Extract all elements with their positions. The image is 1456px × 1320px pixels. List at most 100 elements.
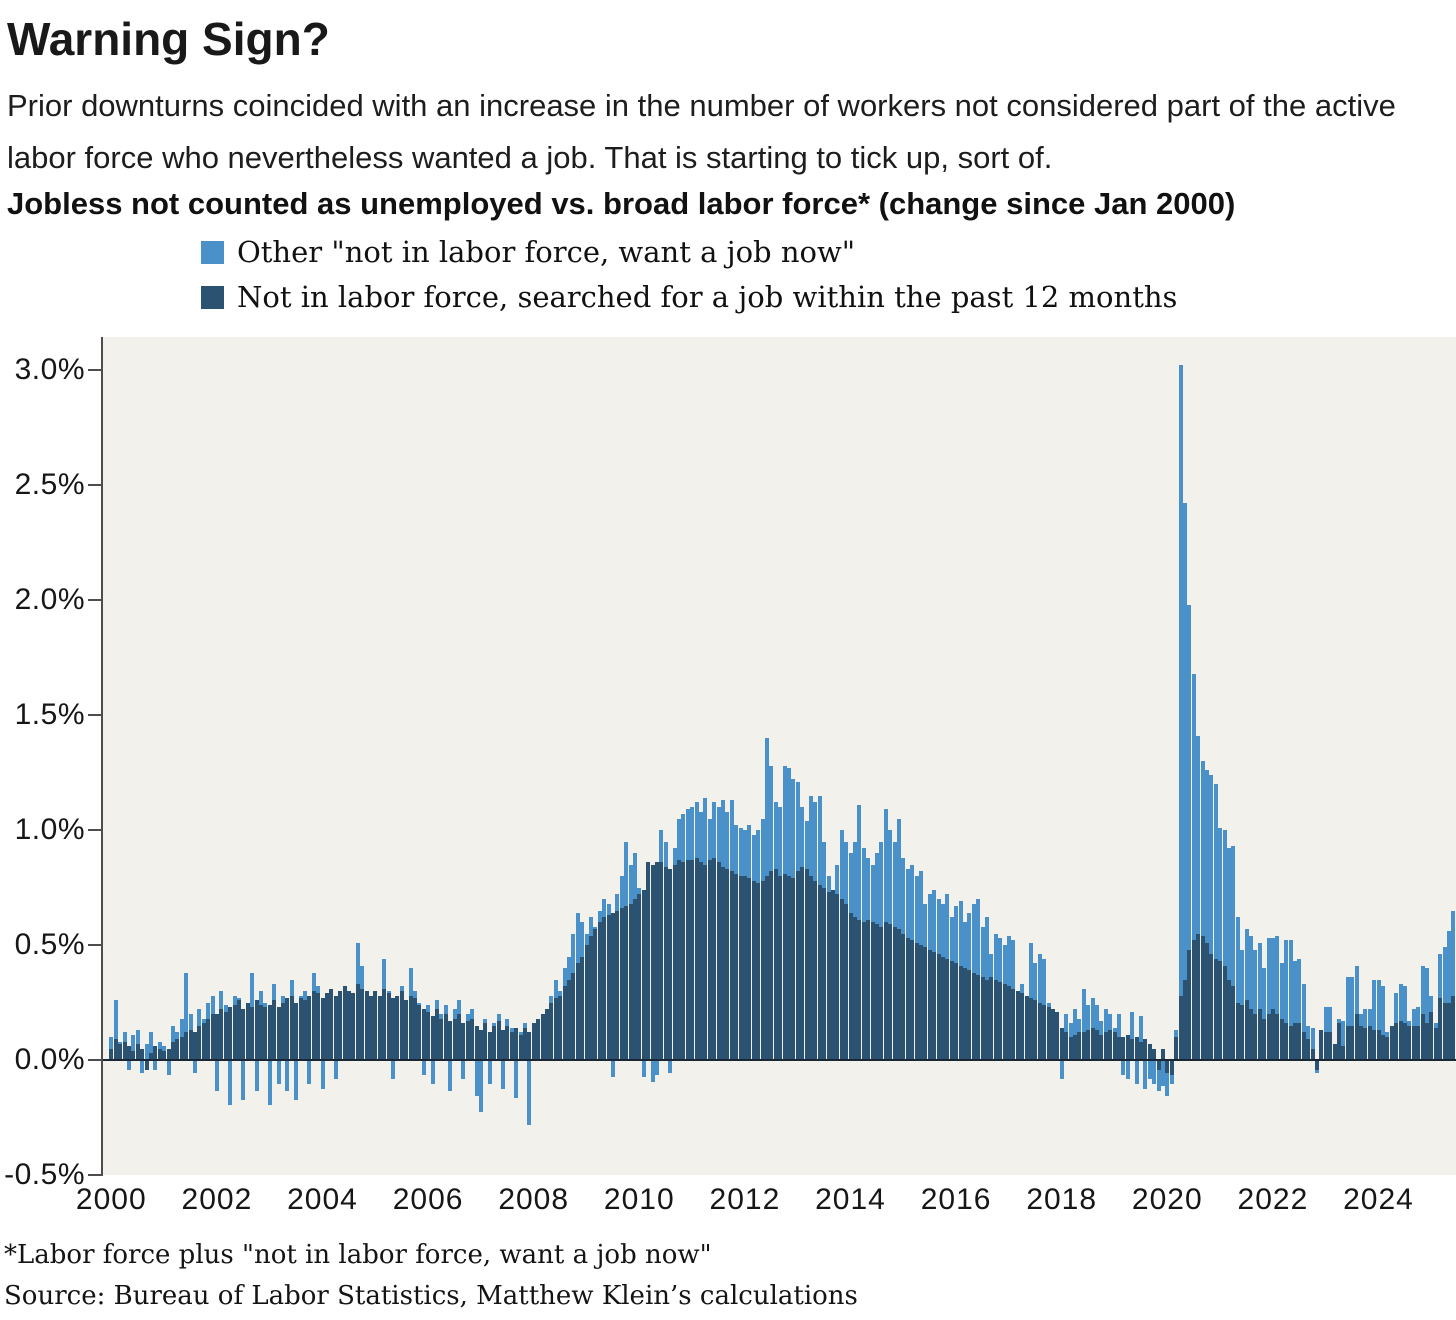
bar-searched-12mo — [584, 945, 589, 1060]
bar-searched-12mo — [461, 1023, 466, 1060]
x-axis-label: 2008 — [498, 1183, 570, 1216]
bar-searched-12mo — [813, 880, 818, 1060]
bar-searched-12mo — [184, 1032, 189, 1060]
y-axis-label: 1.5% — [14, 698, 85, 731]
bar-searched-12mo — [241, 1009, 246, 1060]
bar-searched-12mo — [835, 894, 840, 1060]
bar-searched-12mo — [558, 995, 563, 1060]
bar-searched-12mo — [1072, 1034, 1077, 1060]
bar-searched-12mo — [113, 1039, 118, 1060]
bar-searched-12mo — [1103, 1032, 1108, 1060]
legend-swatch-navy — [201, 285, 224, 309]
y-tick-mark — [88, 1059, 101, 1061]
bar-searched-12mo — [1182, 979, 1187, 1060]
bar-searched-12mo — [1138, 1041, 1143, 1060]
bar-searched-12mo — [1354, 1014, 1359, 1060]
bar-searched-12mo — [544, 1009, 549, 1060]
bar-searched-12mo — [668, 869, 673, 1060]
bar-searched-12mo — [456, 1014, 461, 1060]
bar-other-want-job — [390, 1061, 395, 1080]
x-axis-label: 2006 — [392, 1183, 464, 1216]
bar-searched-12mo — [245, 1002, 250, 1060]
bar-searched-12mo — [1068, 1037, 1073, 1060]
bar-searched-12mo — [1288, 1025, 1293, 1060]
bar-other-want-job — [1248, 935, 1253, 1060]
bar-searched-12mo — [1121, 1037, 1126, 1060]
bar-other-want-job — [192, 1061, 197, 1073]
bar-searched-12mo — [272, 1000, 277, 1060]
y-tick-mark — [88, 484, 101, 486]
bar-searched-12mo — [791, 878, 796, 1060]
bar-searched-12mo — [351, 993, 356, 1060]
bar-searched-12mo — [800, 866, 805, 1060]
bar-searched-12mo — [945, 958, 950, 1060]
bar-searched-12mo — [1169, 1061, 1174, 1075]
bar-searched-12mo — [1257, 1009, 1262, 1060]
bar-searched-12mo — [509, 1032, 514, 1060]
bar-other-want-job — [1231, 846, 1236, 1060]
bar-other-want-job — [148, 1032, 153, 1060]
bar-searched-12mo — [905, 938, 910, 1060]
bar-searched-12mo — [571, 972, 576, 1060]
bar-searched-12mo — [852, 917, 857, 1060]
bar-searched-12mo — [170, 1041, 175, 1060]
bar-other-want-job — [430, 1061, 435, 1084]
bar-searched-12mo — [879, 926, 884, 1060]
bar-searched-12mo — [360, 988, 365, 1060]
bar-searched-12mo — [1086, 1030, 1091, 1060]
bar-searched-12mo — [593, 928, 598, 1060]
bar-searched-12mo — [1350, 1025, 1355, 1060]
bar-other-want-job — [1121, 1061, 1126, 1075]
bar-other-want-job — [461, 1061, 466, 1080]
bar-searched-12mo — [1116, 1037, 1121, 1060]
y-axis-label: 0.0% — [14, 1043, 85, 1076]
bar-other-want-job — [1372, 979, 1377, 1060]
bar-searched-12mo — [448, 1020, 453, 1060]
bar-searched-12mo — [434, 1009, 439, 1060]
bar-searched-12mo — [1376, 1030, 1381, 1060]
bar-searched-12mo — [443, 1014, 448, 1060]
bar-other-want-job — [1240, 949, 1245, 1060]
bar-searched-12mo — [808, 876, 813, 1060]
bar-searched-12mo — [575, 963, 580, 1060]
bar-searched-12mo — [527, 1032, 532, 1060]
x-axis-label: 2018 — [1026, 1183, 1098, 1216]
bar-searched-12mo — [914, 942, 919, 1060]
bar-searched-12mo — [1050, 1009, 1055, 1060]
y-tick-mark — [88, 1174, 101, 1176]
bar-searched-12mo — [725, 869, 730, 1060]
bar-other-want-job — [1143, 1061, 1148, 1089]
bar-other-want-job — [254, 1061, 259, 1091]
bar-searched-12mo — [324, 993, 329, 1060]
bar-searched-12mo — [514, 1027, 519, 1060]
bar-other-want-job — [241, 1061, 246, 1101]
bar-searched-12mo — [1064, 1032, 1069, 1060]
bar-searched-12mo — [342, 986, 347, 1060]
bar-searched-12mo — [993, 979, 998, 1060]
bar-searched-12mo — [734, 873, 739, 1060]
bar-other-want-job — [320, 1061, 325, 1089]
bar-searched-12mo — [663, 866, 668, 1060]
bar-other-want-job — [1275, 935, 1280, 1060]
bar-searched-12mo — [703, 864, 708, 1060]
bar-other-want-job — [1257, 942, 1262, 1060]
bar-searched-12mo — [492, 1025, 497, 1060]
bar-searched-12mo — [465, 1020, 470, 1060]
bar-searched-12mo — [580, 956, 585, 1060]
bar-other-want-job — [1152, 1061, 1157, 1084]
bar-searched-12mo — [333, 995, 338, 1060]
bar-searched-12mo — [1416, 1025, 1421, 1060]
bar-other-want-job — [1270, 938, 1275, 1060]
bar-other-want-job — [1182, 503, 1187, 1060]
bar-other-want-job — [285, 1061, 290, 1091]
bar-searched-12mo — [1279, 1018, 1284, 1060]
x-axis-label: 2014 — [815, 1183, 886, 1216]
bar-searched-12mo — [346, 991, 351, 1060]
legend-swatch-light-blue — [201, 240, 224, 264]
bar-searched-12mo — [478, 1030, 483, 1060]
footnote-source: Source: Bureau of Labor Statistics, Matt… — [4, 1281, 858, 1311]
bar-searched-12mo — [624, 905, 629, 1060]
x-axis-label: 2020 — [1131, 1183, 1203, 1216]
bar-searched-12mo — [720, 866, 725, 1060]
bar-searched-12mo — [338, 991, 343, 1060]
